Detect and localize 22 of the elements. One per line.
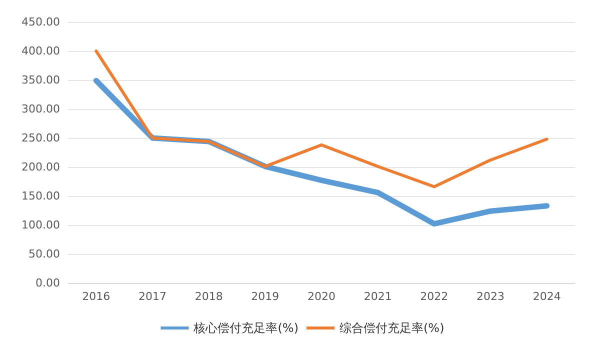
x-tick-label: 2019 bbox=[251, 290, 280, 303]
x-tick-label: 2020 bbox=[308, 290, 336, 303]
y-tick-label: 200.00 bbox=[22, 160, 60, 174]
x-tick-label: 2024 bbox=[532, 290, 561, 303]
x-tick-label: 2017 bbox=[138, 290, 166, 303]
y-tick-label: 50.00 bbox=[28, 248, 60, 260]
legend-label: 综合偿付充足率(%) bbox=[340, 321, 444, 335]
y-tick-label: 250.00 bbox=[22, 132, 60, 144]
y-tick-label: 450.00 bbox=[22, 16, 60, 28]
x-tick-label: 2018 bbox=[194, 290, 223, 303]
y-tick-label: 300.00 bbox=[22, 102, 60, 116]
x-tick-label: 2016 bbox=[82, 290, 110, 303]
line-series bbox=[94, 50, 548, 188]
x-tick-label: 2021 bbox=[364, 290, 392, 303]
y-tick-label: 150.00 bbox=[22, 190, 60, 202]
y-tick-label: 350.00 bbox=[22, 74, 60, 86]
y-tick-label: 0.00 bbox=[36, 276, 60, 290]
x-tick-label: 2023 bbox=[476, 290, 504, 303]
legend-label: 核心偿付充足率(%) bbox=[192, 321, 298, 335]
x-tick-label: 2022 bbox=[420, 290, 448, 303]
y-tick-label: 400.00 bbox=[22, 44, 60, 58]
y-tick-label: 100.00 bbox=[22, 218, 60, 232]
